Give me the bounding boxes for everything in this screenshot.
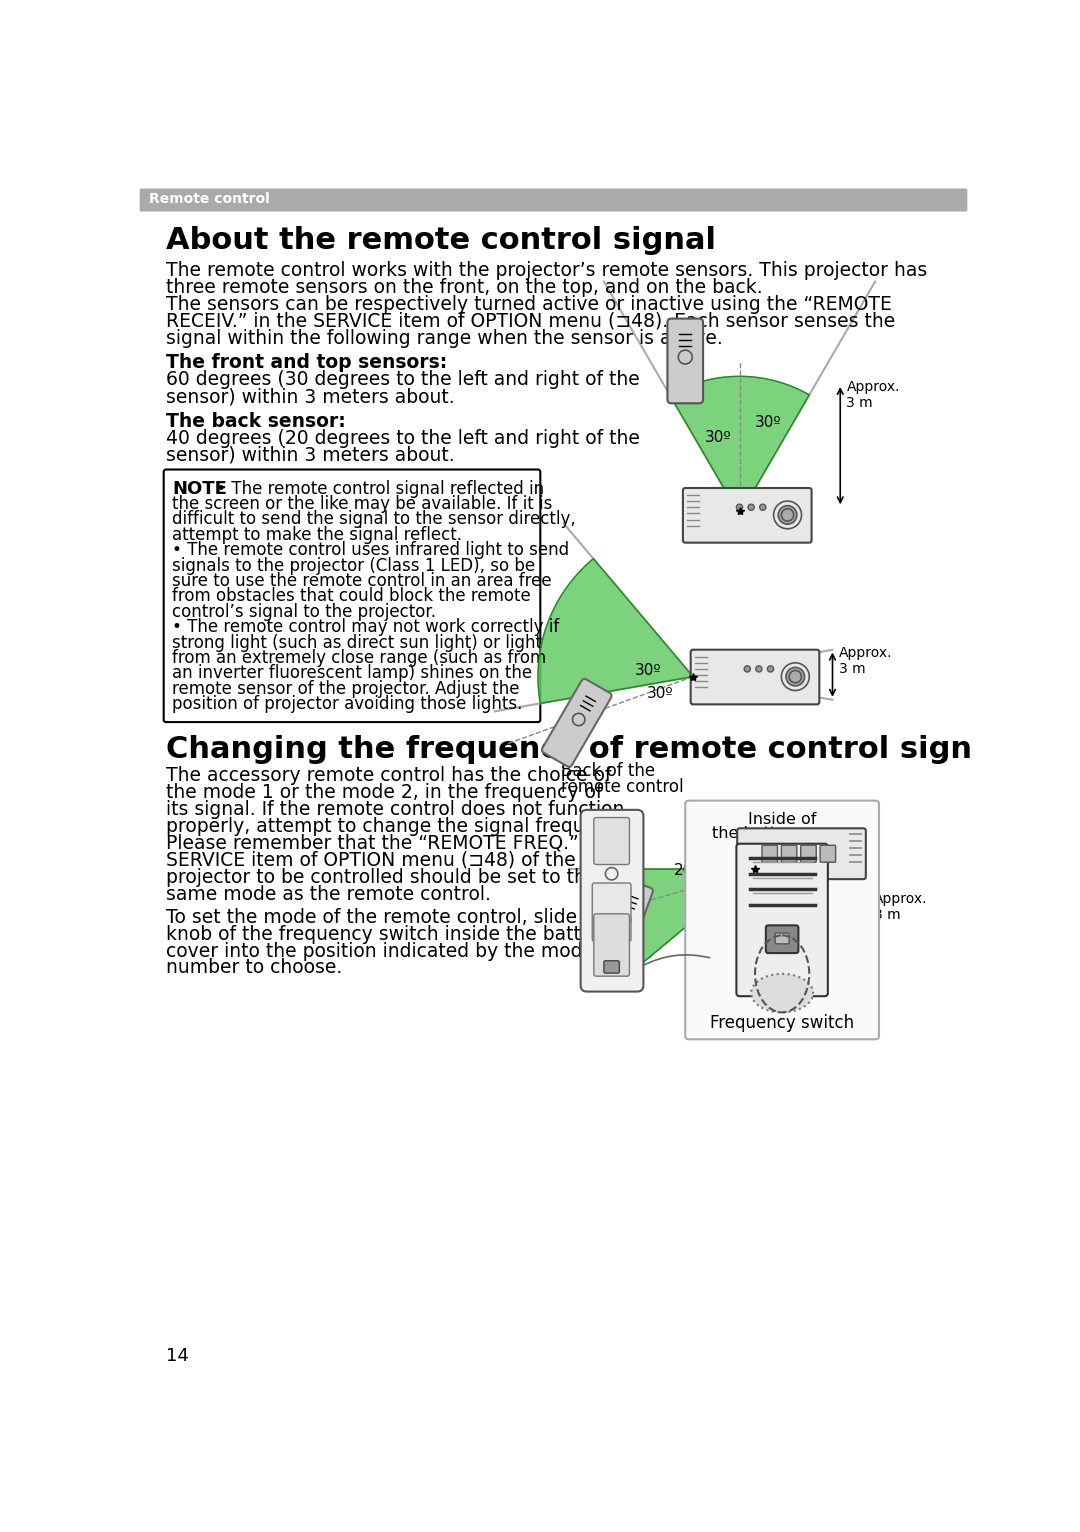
- Text: an inverter fluorescent lamp) shines on the: an inverter fluorescent lamp) shines on …: [172, 665, 532, 682]
- Circle shape: [786, 668, 805, 686]
- Text: The front and top sensors:: The front and top sensors:: [166, 354, 447, 372]
- Text: knob of the frequency switch inside the battery: knob of the frequency switch inside the …: [166, 925, 611, 944]
- FancyBboxPatch shape: [737, 844, 828, 996]
- Text: 30º: 30º: [704, 430, 731, 446]
- Text: 30º: 30º: [635, 663, 661, 677]
- FancyBboxPatch shape: [820, 846, 836, 863]
- Polygon shape: [538, 559, 693, 703]
- Text: strong light (such as direct sun light) or light: strong light (such as direct sun light) …: [172, 634, 542, 651]
- Text: remote control: remote control: [562, 778, 684, 795]
- Text: The remote control works with the projector’s remote sensors. This projector has: The remote control works with the projec…: [166, 260, 928, 280]
- FancyBboxPatch shape: [139, 188, 968, 211]
- Text: To set the mode of the remote control, slide the: To set the mode of the remote control, s…: [166, 907, 613, 927]
- Polygon shape: [608, 869, 755, 964]
- FancyBboxPatch shape: [667, 319, 703, 403]
- Text: the battery cover: the battery cover: [712, 826, 852, 841]
- Text: Frequency switch: Frequency switch: [710, 1014, 854, 1033]
- Text: remote sensor of the projector. Adjust the: remote sensor of the projector. Adjust t…: [172, 680, 519, 697]
- Text: attempt to make the signal reflect.: attempt to make the signal reflect.: [172, 525, 462, 544]
- Text: 20º: 20º: [689, 881, 716, 896]
- Text: from obstacles that could block the remote: from obstacles that could block the remo…: [172, 587, 531, 605]
- FancyBboxPatch shape: [800, 846, 816, 863]
- Circle shape: [748, 504, 754, 510]
- Text: Remote control: Remote control: [149, 192, 270, 205]
- Text: 40 degrees (20 degrees to the left and right of the: 40 degrees (20 degrees to the left and r…: [166, 429, 639, 447]
- Circle shape: [737, 504, 743, 510]
- Text: signals to the projector (Class 1 LED), so be: signals to the projector (Class 1 LED), …: [172, 556, 536, 574]
- FancyBboxPatch shape: [775, 933, 789, 944]
- Text: • The remote control uses infrared light to send: • The remote control uses infrared light…: [172, 541, 569, 559]
- Text: the mode 1 or the mode 2, in the frequency of: the mode 1 or the mode 2, in the frequen…: [166, 783, 603, 801]
- Text: • The remote control signal reflected in: • The remote control signal reflected in: [211, 480, 544, 498]
- Text: RECEIV.” in the SERVICE item of OPTION menu (⊐48). Each sensor senses the: RECEIV.” in the SERVICE item of OPTION m…: [166, 311, 895, 331]
- Circle shape: [756, 666, 762, 673]
- Text: 60 degrees (30 degrees to the left and right of the: 60 degrees (30 degrees to the left and r…: [166, 371, 639, 389]
- Text: cover into the position indicated by the mode: cover into the position indicated by the…: [166, 942, 594, 961]
- Text: projector to be controlled should be set to the: projector to be controlled should be set…: [166, 867, 597, 887]
- Text: SERVICE item of OPTION menu (⊐48) of the: SERVICE item of OPTION menu (⊐48) of the: [166, 850, 576, 870]
- Text: its signal. If the remote control does not function: its signal. If the remote control does n…: [166, 800, 624, 818]
- Text: The accessory remote control has the choice of: The accessory remote control has the cho…: [166, 766, 611, 784]
- FancyBboxPatch shape: [594, 818, 630, 864]
- FancyBboxPatch shape: [592, 882, 631, 942]
- Text: position of projector avoiding those lights.: position of projector avoiding those lig…: [172, 696, 523, 712]
- Text: Approx.
3 m: Approx. 3 m: [874, 892, 927, 922]
- FancyBboxPatch shape: [164, 469, 540, 722]
- Text: sensor) within 3 meters about.: sensor) within 3 meters about.: [166, 446, 455, 464]
- Text: three remote sensors on the front, on the top, and on the back.: three remote sensors on the front, on th…: [166, 277, 762, 297]
- FancyBboxPatch shape: [781, 846, 797, 863]
- Polygon shape: [670, 377, 809, 515]
- Text: 20º: 20º: [674, 863, 700, 878]
- Text: sensor) within 3 meters about.: sensor) within 3 meters about.: [166, 388, 455, 406]
- FancyBboxPatch shape: [542, 679, 611, 766]
- Circle shape: [768, 666, 773, 673]
- Text: properly, attempt to change the signal frequency.: properly, attempt to change the signal f…: [166, 817, 633, 836]
- Circle shape: [744, 666, 751, 673]
- FancyBboxPatch shape: [762, 846, 778, 863]
- Text: Please remember that the “REMOTE FREQ.” in: Please remember that the “REMOTE FREQ.” …: [166, 833, 602, 853]
- Circle shape: [759, 504, 766, 510]
- Circle shape: [779, 506, 797, 524]
- Text: Changing the frequency of remote control signal: Changing the frequency of remote control…: [166, 735, 1003, 764]
- FancyBboxPatch shape: [738, 829, 866, 879]
- Text: 30º: 30º: [647, 686, 673, 700]
- Circle shape: [781, 509, 794, 521]
- Text: • The remote control may not work correctly if: • The remote control may not work correc…: [172, 617, 559, 636]
- Circle shape: [789, 671, 801, 683]
- FancyBboxPatch shape: [581, 810, 644, 991]
- Text: 30º: 30º: [755, 415, 782, 430]
- Text: About the remote control signal: About the remote control signal: [166, 227, 716, 256]
- Text: The back sensor:: The back sensor:: [166, 412, 346, 430]
- Text: signal within the following range when the sensor is active.: signal within the following range when t…: [166, 328, 723, 348]
- Text: number to choose.: number to choose.: [166, 959, 342, 977]
- Text: Approx.
3 m: Approx. 3 m: [847, 380, 900, 411]
- Text: Inside of: Inside of: [748, 812, 816, 827]
- FancyBboxPatch shape: [691, 650, 820, 705]
- Text: sure to use the remote control in an area free: sure to use the remote control in an are…: [172, 571, 552, 590]
- FancyBboxPatch shape: [594, 913, 630, 976]
- FancyBboxPatch shape: [594, 878, 653, 968]
- Text: NOTE: NOTE: [172, 480, 227, 498]
- Text: 14: 14: [166, 1347, 189, 1365]
- Ellipse shape: [751, 974, 813, 1013]
- Text: same mode as the remote control.: same mode as the remote control.: [166, 884, 491, 904]
- Text: the screen or the like may be available. If it is: the screen or the like may be available.…: [172, 495, 553, 513]
- Text: from an extremely close range (such as from: from an extremely close range (such as f…: [172, 650, 546, 666]
- FancyBboxPatch shape: [766, 925, 798, 953]
- Text: control’s signal to the projector.: control’s signal to the projector.: [172, 602, 436, 620]
- FancyBboxPatch shape: [604, 961, 619, 973]
- FancyBboxPatch shape: [683, 489, 811, 542]
- Text: Approx.
3 m: Approx. 3 m: [839, 647, 892, 676]
- FancyBboxPatch shape: [685, 801, 879, 1039]
- Text: Back of the: Back of the: [562, 761, 656, 780]
- Text: The sensors can be respectively turned active or inactive using the “REMOTE: The sensors can be respectively turned a…: [166, 294, 892, 314]
- Text: difficult to send the signal to the sensor directly,: difficult to send the signal to the sens…: [172, 510, 576, 529]
